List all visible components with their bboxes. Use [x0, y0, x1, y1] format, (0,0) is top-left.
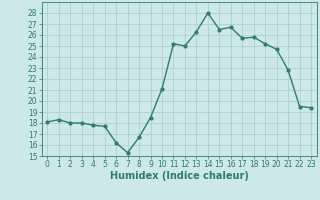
X-axis label: Humidex (Indice chaleur): Humidex (Indice chaleur) [110, 171, 249, 181]
